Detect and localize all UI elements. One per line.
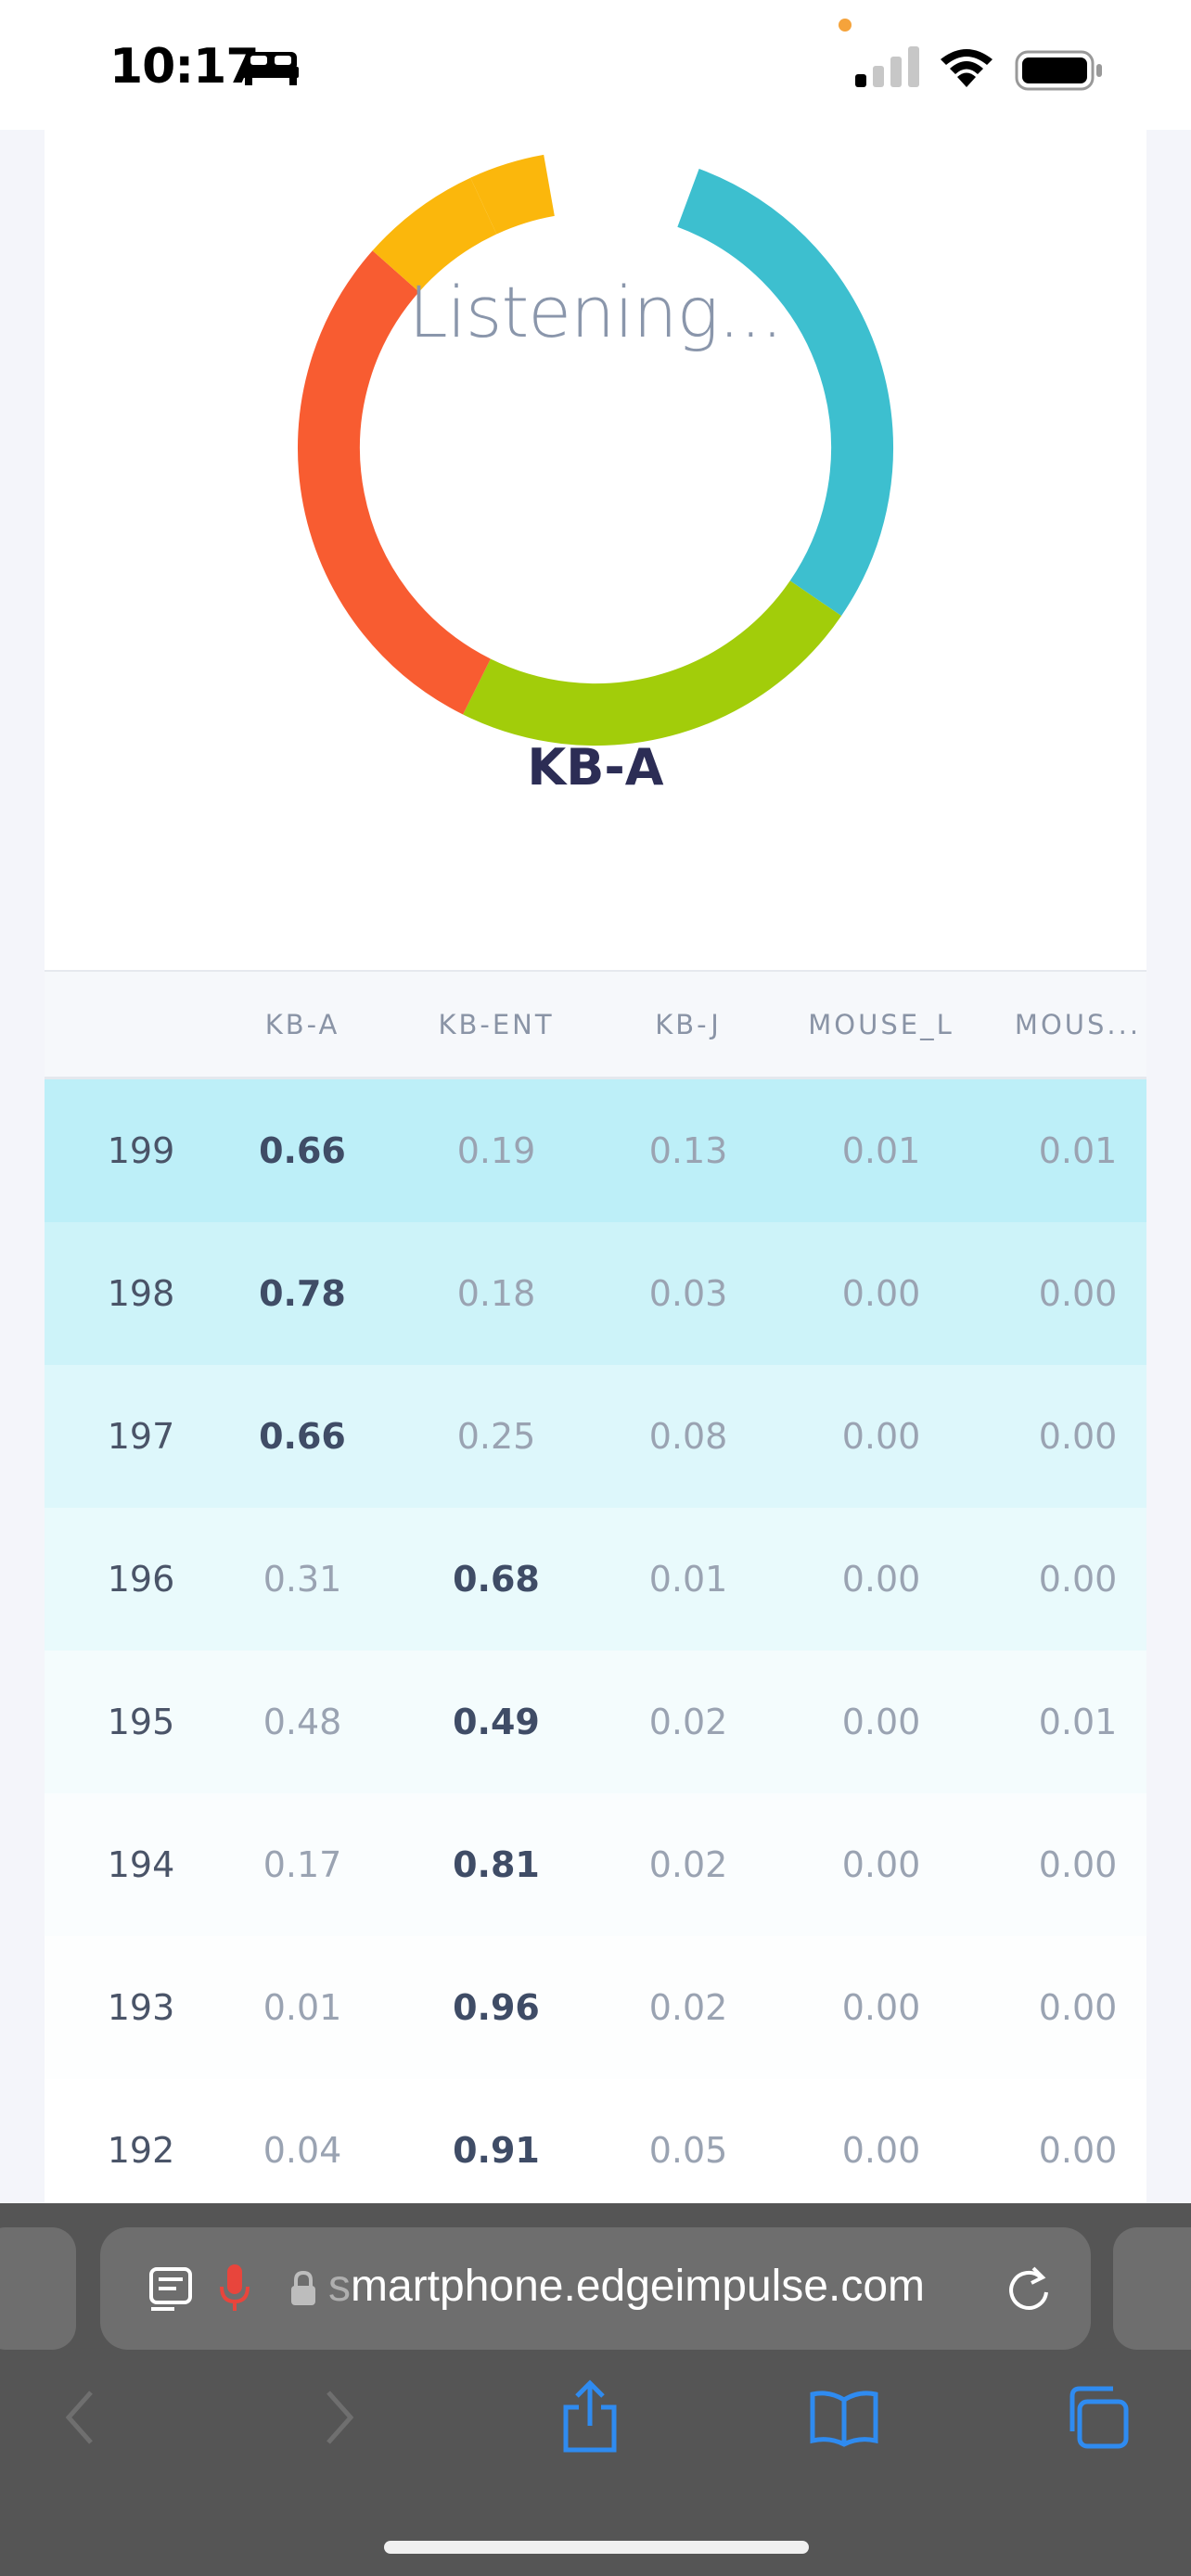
score-cell: 0.01 <box>263 1987 342 2028</box>
score-cell: 0.04 <box>263 2130 342 2171</box>
table-body: 199 0.66 0.19 0.13 0.01 0.01 198 0.78 0.18 0.03 0.… <box>45 1079 1146 2207</box>
score-cell: 0.00 <box>841 1273 921 1314</box>
score-cell: 0.00 <box>841 1844 921 1885</box>
url-faded-prefix: s <box>328 2262 351 2311</box>
listening-ring <box>297 154 894 746</box>
status-bar: 10:17 <box>0 0 1191 130</box>
row-id: 196 <box>107 1559 175 1600</box>
score-cell: 0.25 <box>456 1416 536 1457</box>
share-icon[interactable] <box>560 2379 620 2454</box>
lock-icon <box>291 2270 315 2305</box>
score-cell: 0.00 <box>841 1559 921 1600</box>
score-cell: 0.48 <box>263 1702 342 1742</box>
score-cell: 0.68 <box>453 1559 540 1600</box>
score-cell: 0.00 <box>1038 1559 1118 1600</box>
row-id: 197 <box>107 1416 175 1457</box>
sleep-focus-icon <box>243 52 299 85</box>
score-cell: 0.91 <box>453 2130 540 2171</box>
table-row: 196 0.31 0.68 0.01 0.00 0.00 <box>45 1508 1146 1651</box>
score-cell: 0.17 <box>263 1844 342 1885</box>
score-cell: 0.03 <box>648 1273 728 1314</box>
table-row: 192 0.04 0.91 0.05 0.00 0.00 <box>45 2079 1146 2207</box>
score-cell: 0.00 <box>841 1987 921 2028</box>
row-id: 194 <box>107 1844 175 1885</box>
cellular-signal-icon <box>855 46 919 87</box>
row-id: 199 <box>107 1130 175 1171</box>
url-text: martphone.edgeimpulse.com <box>351 2262 926 2311</box>
header-mouse-truncated: MOUS... <box>1014 1008 1142 1040</box>
header-kb-ent: KB-ENT <box>438 1008 555 1040</box>
score-cell: 0.19 <box>456 1130 536 1171</box>
table-row: 194 0.17 0.81 0.02 0.00 0.00 <box>45 1793 1146 1936</box>
battery-icon <box>1015 50 1102 91</box>
reader-mode-icon[interactable] <box>148 2266 193 2313</box>
microphone-icon[interactable] <box>219 2263 250 2315</box>
ring-segment-cyan <box>677 169 894 617</box>
next-tab-peek[interactable] <box>1113 2227 1191 2350</box>
browser-toolbar: smartphone.edgeimpulse.com <box>0 2203 1191 2576</box>
bookmarks-icon[interactable] <box>809 2389 879 2448</box>
classification-card: Listening... KB-A KB-A KB-ENT KB-J MOUSE… <box>45 130 1146 2207</box>
score-cell: 0.05 <box>648 2130 728 2171</box>
score-cell: 0.49 <box>453 1702 540 1742</box>
header-kb-j: KB-J <box>655 1008 722 1040</box>
table-row: 197 0.66 0.25 0.08 0.00 0.00 <box>45 1365 1146 1508</box>
status-time: 10:17 <box>109 39 260 95</box>
score-cell: 0.01 <box>648 1559 728 1600</box>
top-prediction-label: KB-A <box>527 738 664 797</box>
score-cell: 0.02 <box>648 1987 728 2028</box>
score-cell: 0.18 <box>456 1273 536 1314</box>
score-cell: 0.96 <box>453 1987 540 2028</box>
score-cell: 0.02 <box>648 1844 728 1885</box>
tabs-icon[interactable] <box>1063 2385 1130 2450</box>
url-display[interactable]: smartphone.edgeimpulse.com <box>328 2261 925 2312</box>
score-cell: 0.66 <box>259 1130 346 1171</box>
back-icon[interactable] <box>61 2387 98 2448</box>
score-cell: 0.08 <box>648 1416 728 1457</box>
wifi-icon <box>941 49 992 87</box>
score-cell: 0.00 <box>1038 2130 1118 2171</box>
score-cell: 0.00 <box>841 2130 921 2171</box>
privacy-indicator-dot <box>839 19 852 32</box>
previous-tab-peek[interactable] <box>0 2227 76 2350</box>
address-bar[interactable]: smartphone.edgeimpulse.com <box>100 2227 1091 2350</box>
table-row: 195 0.48 0.49 0.02 0.00 0.01 <box>45 1651 1146 1793</box>
home-indicator <box>384 2541 809 2554</box>
score-cell: 0.01 <box>1038 1130 1118 1171</box>
score-cell: 0.00 <box>841 1416 921 1457</box>
table-row: 199 0.66 0.19 0.13 0.01 0.01 <box>45 1079 1146 1222</box>
table-header: KB-A KB-ENT KB-J MOUSE_L MOUS... <box>45 970 1146 1079</box>
score-cell: 0.00 <box>1038 1416 1118 1457</box>
ring-segment-orange <box>297 250 492 715</box>
table-row: 198 0.78 0.18 0.03 0.00 0.00 <box>45 1222 1146 1365</box>
ring-segment-yellow <box>470 154 556 235</box>
score-cell: 0.00 <box>841 1702 921 1742</box>
row-id: 193 <box>107 1987 175 2028</box>
score-cell: 0.00 <box>1038 1844 1118 1885</box>
score-cell: 0.31 <box>263 1559 342 1600</box>
ring-segment-green <box>463 580 842 746</box>
table-row: 193 0.01 0.96 0.02 0.00 0.00 <box>45 1936 1146 2079</box>
score-cell: 0.00 <box>1038 1987 1118 2028</box>
header-kb-a: KB-A <box>264 1008 340 1040</box>
score-cell: 0.00 <box>1038 1273 1118 1314</box>
score-cell: 0.66 <box>259 1416 346 1457</box>
row-id: 198 <box>107 1273 175 1314</box>
header-mouse-l: MOUSE_L <box>808 1008 954 1040</box>
score-cell: 0.13 <box>648 1130 728 1171</box>
row-id: 192 <box>107 2130 175 2171</box>
score-cell: 0.02 <box>648 1702 728 1742</box>
reload-icon[interactable] <box>1005 2264 1052 2313</box>
results-table: KB-A KB-ENT KB-J MOUSE_L MOUS... 199 0.66… <box>45 970 1146 2207</box>
row-id: 195 <box>107 1702 175 1742</box>
score-cell: 0.01 <box>1038 1702 1118 1742</box>
forward-icon[interactable] <box>321 2387 358 2448</box>
listening-status: Listening... <box>408 271 783 353</box>
score-cell: 0.01 <box>841 1130 921 1171</box>
score-cell: 0.81 <box>453 1844 540 1885</box>
score-cell: 0.78 <box>259 1273 346 1314</box>
